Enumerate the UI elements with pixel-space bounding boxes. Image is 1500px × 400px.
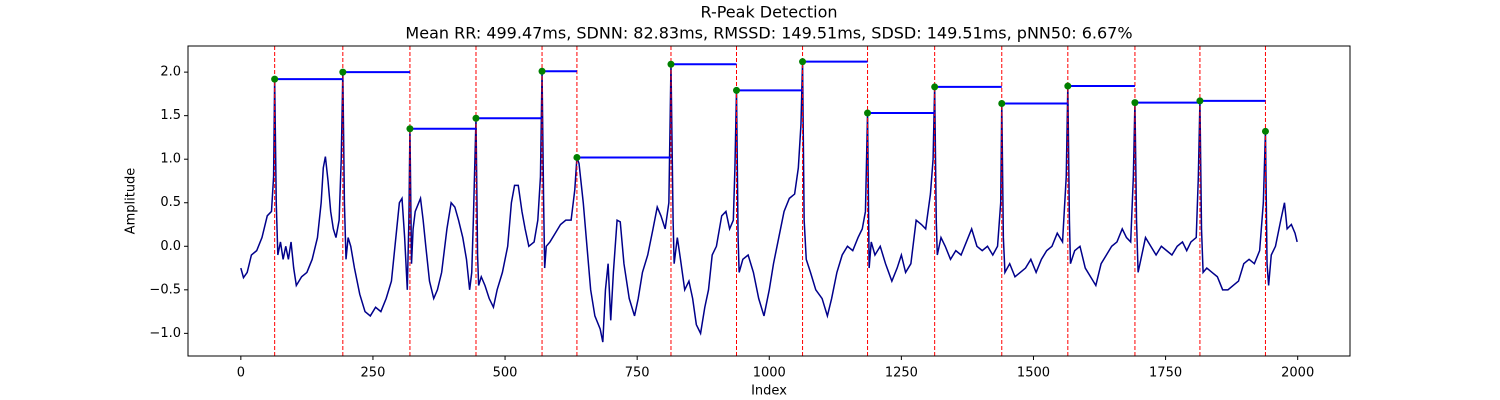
peak-point [733, 86, 741, 94]
chart-title: R-Peak Detection [700, 3, 837, 22]
peak-point [667, 60, 675, 68]
peak-point [1131, 99, 1139, 107]
peak-point [472, 114, 480, 122]
y-tick-label: −1.0 [149, 326, 181, 341]
plot-frame [187, 45, 1351, 357]
y-tick-label: 2.0 [160, 65, 181, 80]
signal-line [240, 61, 1298, 343]
peak-point [864, 109, 872, 117]
x-tick-label: 500 [493, 366, 518, 381]
x-axis-label: Index [751, 384, 787, 399]
y-tick-label: 0.5 [160, 195, 181, 210]
y-tick-label: 1.0 [160, 152, 181, 167]
peak-point [1261, 127, 1269, 135]
x-tick-label: 1250 [885, 366, 918, 381]
peak-point [271, 75, 279, 83]
peak-point [406, 125, 414, 133]
peak-point [1196, 97, 1204, 105]
x-tick-label: 0 [237, 366, 245, 381]
y-tick-label: −0.5 [149, 282, 181, 297]
peak-point [573, 153, 581, 161]
peak-point [931, 83, 939, 91]
peak-point [799, 58, 807, 66]
x-tick-label: 2000 [1281, 366, 1314, 381]
x-tick-label: 1000 [753, 366, 786, 381]
y-tick-label: 1.5 [160, 108, 181, 123]
y-axis-label: Amplitude [124, 168, 139, 235]
peak-point [538, 67, 546, 75]
chart-subtitle: Mean RR: 499.47ms, SDNN: 82.83ms, RMSSD:… [405, 24, 1132, 43]
peak-point [1064, 82, 1072, 90]
x-tick-label: 250 [361, 366, 386, 381]
x-tick-label: 1500 [1017, 366, 1050, 381]
x-tick-label: 1750 [1149, 366, 1182, 381]
x-tick-label: 750 [625, 366, 650, 381]
peak-point [998, 99, 1006, 107]
peak-point [339, 68, 347, 76]
y-tick-label: 0.0 [160, 239, 181, 254]
